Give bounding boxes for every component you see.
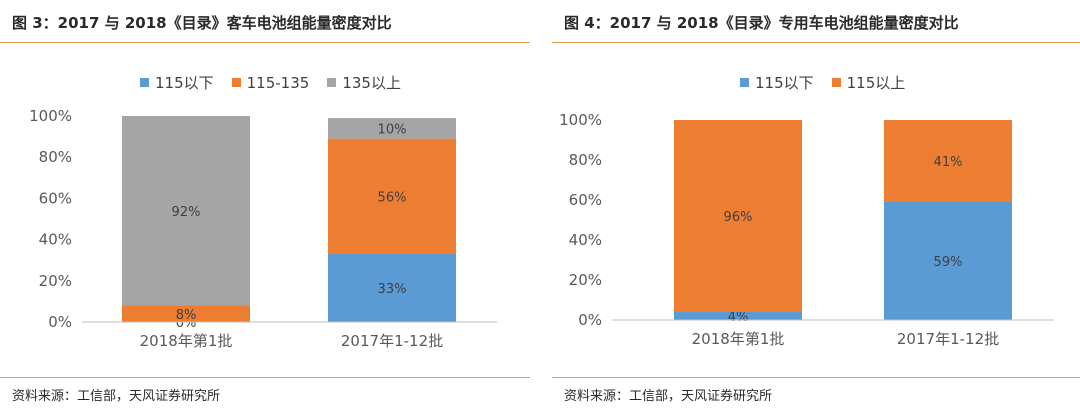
data-label: 4% — [728, 310, 749, 325]
data-label: 92% — [172, 205, 201, 220]
legend-swatch — [231, 78, 241, 87]
bar-segment — [884, 202, 1012, 320]
chart-legend: 115以下 115以上 — [740, 72, 905, 93]
bar-segment — [328, 138, 456, 255]
data-label: 56% — [378, 190, 407, 205]
y-tick-label: 40% — [39, 231, 72, 249]
legend-item: 115以上 — [831, 72, 906, 93]
x-tick-label: 2018年第1批 — [692, 330, 785, 348]
y-tick-label: 40% — [569, 231, 602, 249]
legend-item: 115以下 — [740, 72, 814, 93]
legend-swatch — [327, 78, 337, 87]
x-tick-label: 2018年第1批 — [140, 332, 233, 350]
figure-title: 图 4：2017 与 2018《目录》专用车电池组能量密度对比 — [564, 14, 959, 32]
legend-label: 115以下 — [155, 74, 214, 92]
legend-item: 135以上 — [327, 72, 401, 93]
bar-segment — [884, 120, 1012, 202]
y-tick-label: 80% — [39, 148, 72, 166]
data-label: 8% — [176, 308, 197, 323]
y-tick-label: 100% — [29, 107, 72, 125]
bar-segment — [328, 118, 456, 139]
y-tick-label: 80% — [569, 151, 602, 169]
bar-segment — [674, 312, 802, 320]
legend-item: 115以下 — [140, 72, 214, 93]
x-tick-label: 2017年1-12批 — [341, 332, 443, 350]
y-tick-label: 100% — [559, 111, 602, 129]
data-label: 41% — [934, 155, 963, 170]
y-tick-label: 60% — [569, 191, 602, 209]
title-divider — [0, 42, 530, 43]
figure-4-panel: 图 4：2017 与 2018《目录》专用车电池组能量密度对比 115以下 11… — [552, 0, 1080, 414]
chart-legend: 115以下 115-135 135以上 — [140, 72, 401, 93]
legend-swatch — [140, 78, 149, 87]
title-divider — [552, 42, 1080, 43]
data-label: 96% — [724, 210, 753, 225]
data-label: 33% — [378, 282, 407, 297]
stacked-bar-chart: 0%20%40%60%80%100%0%8%92%2018年第1批33%56%1… — [29, 107, 497, 350]
legend-label: 115以上 — [846, 74, 906, 92]
stacked-bar-chart: 0% 20% 40% 60% 80% 100% 4% 96% 2018年第1批 59% 41% 201… — [559, 111, 1054, 348]
source-note: 资料来源：工信部，天风证券研究所 — [12, 389, 221, 404]
x-tick-label: 2017年1-12批 — [897, 330, 999, 348]
legend-label: 115-135 — [246, 73, 310, 92]
data-label: 10% — [378, 122, 407, 137]
legend-label: 115以下 — [755, 74, 814, 92]
y-tick-label: 20% — [39, 272, 72, 290]
legend-item: 115-135 — [231, 72, 310, 93]
bar-segment — [122, 116, 250, 306]
legend-label: 135以上 — [342, 74, 401, 92]
bar-segment — [328, 254, 456, 322]
legend-swatch — [740, 78, 749, 87]
data-label: 59% — [934, 255, 963, 270]
source-note: 资料来源：工信部，天风证券研究所 — [564, 389, 773, 404]
y-tick-label: 20% — [569, 271, 602, 289]
legend-swatch — [831, 78, 841, 87]
y-tick-label: 0% — [48, 313, 72, 331]
bar-segment — [674, 120, 802, 312]
figure-title: 图 3：2017 与 2018《目录》客车电池组能量密度对比 — [12, 14, 392, 32]
source-divider — [552, 377, 1080, 378]
y-tick-label: 0% — [578, 311, 602, 329]
y-tick-label: 60% — [39, 189, 72, 207]
bar-segment — [122, 305, 250, 322]
source-divider — [0, 377, 530, 378]
figure-3-panel: 图 3：2017 与 2018《目录》客车电池组能量密度对比 115以下 115… — [0, 0, 530, 414]
